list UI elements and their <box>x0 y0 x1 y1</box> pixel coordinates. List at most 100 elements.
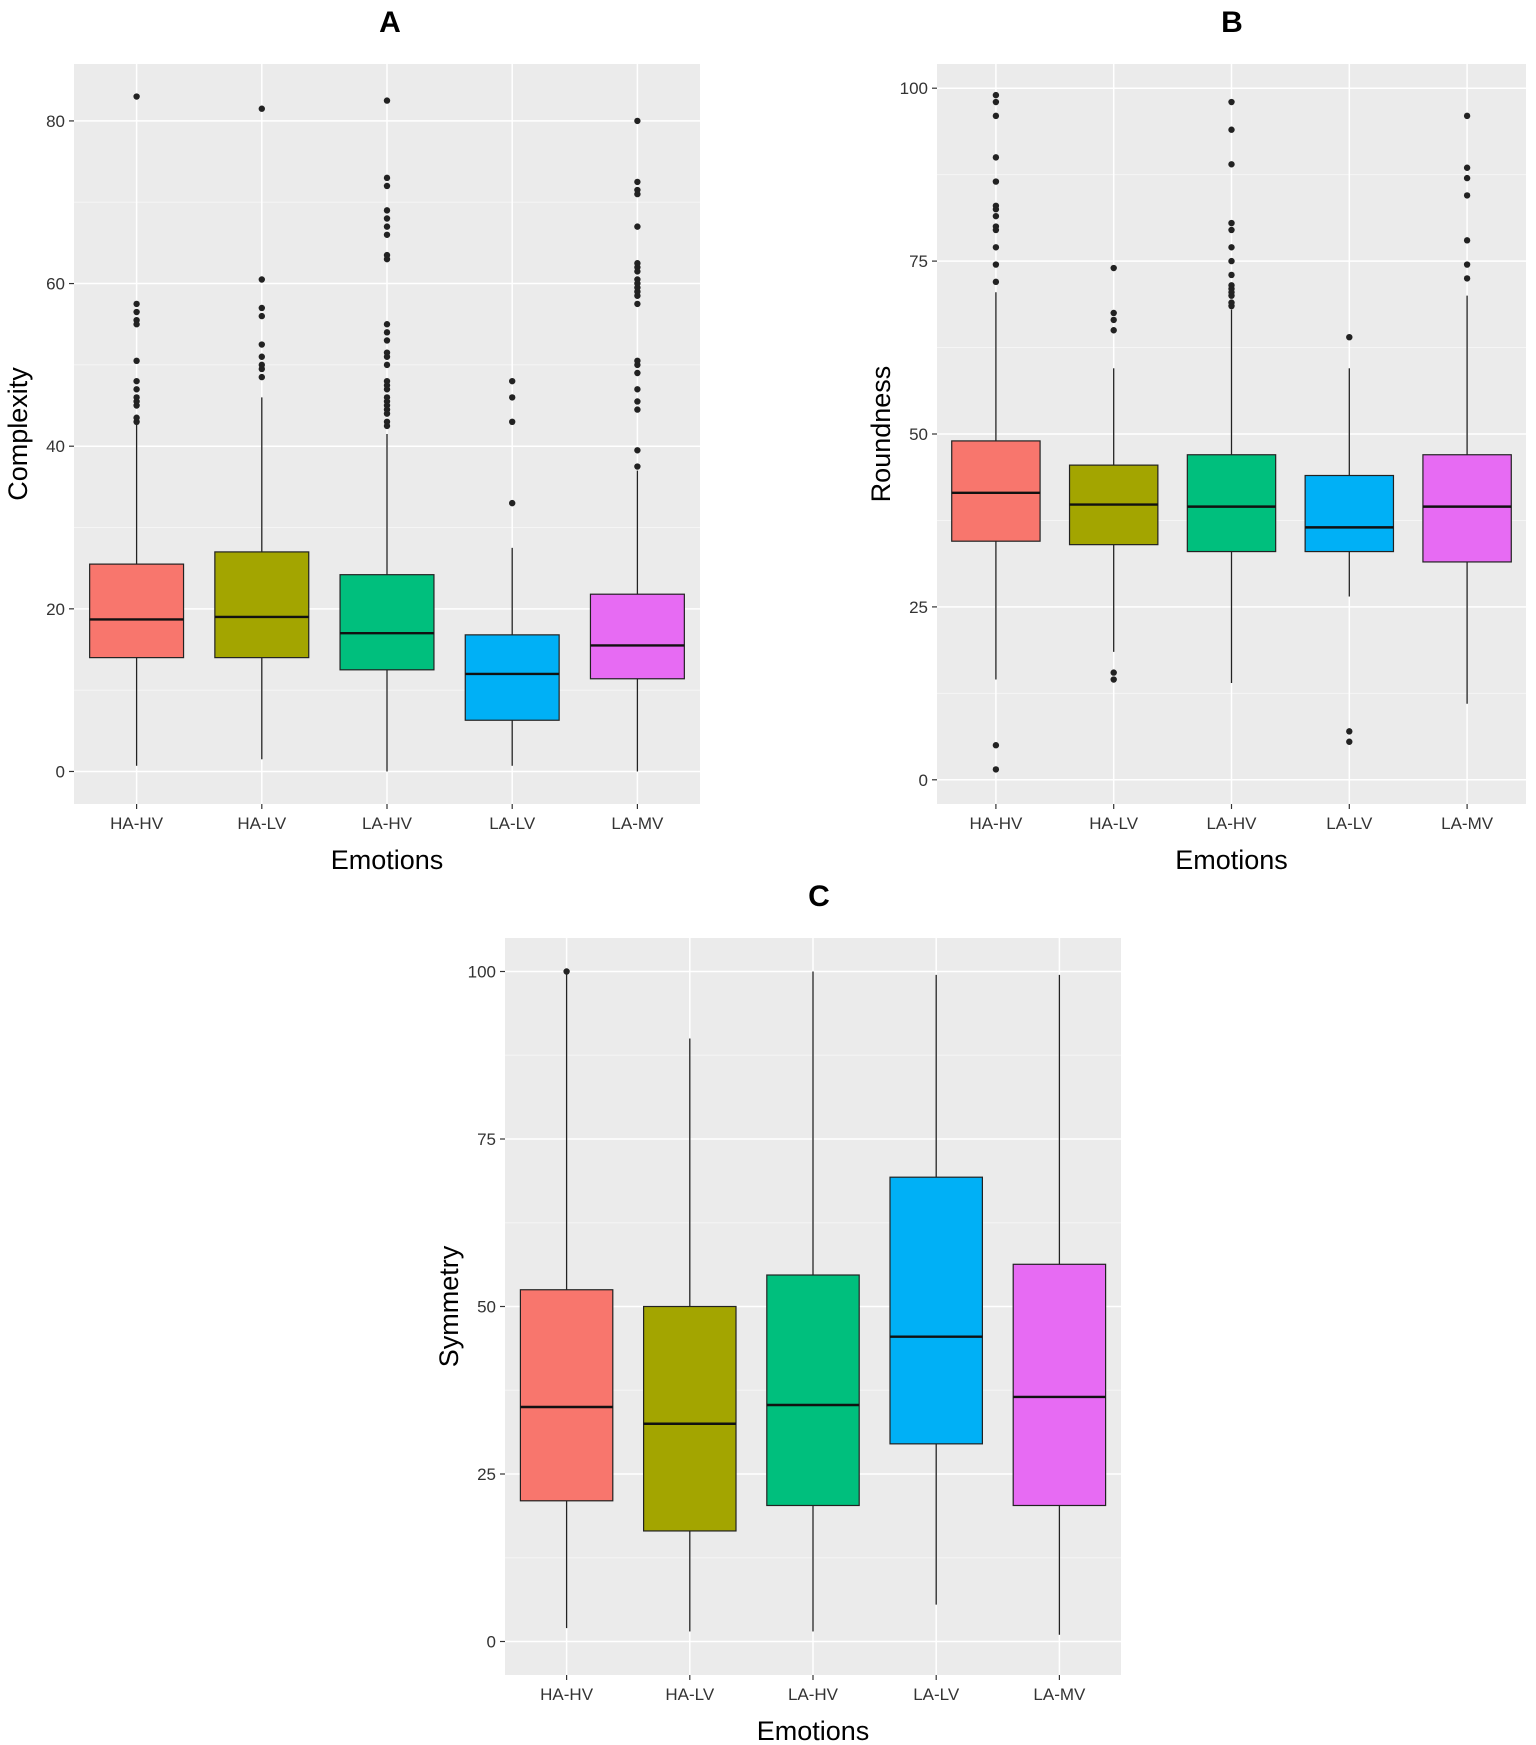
outlier-point <box>133 402 140 409</box>
outlier-point <box>1228 226 1235 234</box>
outlier-point <box>1463 261 1471 268</box>
outlier-point <box>1463 275 1471 282</box>
outlier-point <box>992 742 1000 749</box>
outlier-point <box>258 105 265 112</box>
y-tick-label: 50 <box>909 425 928 444</box>
outlier-point <box>634 117 641 125</box>
outlier-point <box>1228 98 1235 106</box>
box-la-lv <box>464 377 560 766</box>
outlier-point <box>383 231 391 238</box>
box-body <box>951 440 1041 542</box>
outlier-point <box>383 255 391 263</box>
y-tick-label: 20 <box>46 600 65 619</box>
y-tick-label: 75 <box>909 252 928 271</box>
outlier-point <box>133 357 140 365</box>
outlier-point <box>992 261 1000 268</box>
outlier-point <box>133 300 140 308</box>
panel-letter: B <box>1221 6 1243 39</box>
outlier-point <box>509 499 516 507</box>
outlier-point <box>258 276 265 283</box>
box-ha-lv <box>214 105 310 760</box>
x-tick-label: LA-HV <box>1206 814 1257 833</box>
outlier-point <box>992 766 1000 773</box>
y-tick-label: 25 <box>909 598 928 617</box>
outlier-point <box>634 292 641 299</box>
x-tick-label: LA-LV <box>1326 814 1373 833</box>
outlier-point <box>133 93 140 100</box>
outlier-point <box>634 300 641 308</box>
y-tick-label: 0 <box>487 1633 496 1652</box>
y-axis-title: Complexity <box>3 367 33 501</box>
outlier-point <box>563 968 570 975</box>
box-body <box>464 634 560 721</box>
outlier-point <box>1110 676 1117 683</box>
box-la-lv <box>889 974 984 1605</box>
outlier-point <box>133 377 140 385</box>
outlier-point <box>383 337 391 344</box>
outlier-point <box>383 321 391 328</box>
box-body <box>642 1305 737 1532</box>
x-axis-title: Emotions <box>1175 845 1288 875</box>
box-body <box>1012 1263 1107 1507</box>
outlier-point <box>634 268 641 275</box>
y-tick-label: 50 <box>477 1298 496 1317</box>
box-la-hv <box>1186 98 1277 683</box>
x-tick-label: HA-HV <box>110 814 164 833</box>
outlier-point <box>258 365 265 373</box>
outlier-point <box>1463 237 1471 244</box>
outlier-point <box>634 447 641 454</box>
outlier-point <box>383 353 391 360</box>
outlier-point <box>258 341 265 348</box>
outlier-point <box>992 98 1000 106</box>
outlier-point <box>258 312 265 320</box>
outlier-point <box>383 410 391 417</box>
outlier-point <box>509 377 516 385</box>
y-tick-label: 100 <box>900 79 928 98</box>
box-la-mv <box>1422 112 1512 704</box>
y-axis-title: Symmetry <box>434 1245 464 1367</box>
outlier-point <box>1228 161 1235 168</box>
panel-letter: C <box>808 880 830 913</box>
box-ha-hv <box>951 91 1041 773</box>
outlier-point <box>634 463 641 470</box>
y-tick-label: 100 <box>468 963 496 982</box>
box-body <box>1422 454 1512 563</box>
outlier-point <box>383 182 391 190</box>
outlier-point <box>992 244 1000 251</box>
outlier-point <box>258 304 265 312</box>
x-tick-label: HA-LV <box>1089 814 1138 833</box>
outlier-point <box>1463 174 1471 182</box>
x-tick-label: HA-LV <box>665 1685 714 1704</box>
y-tick-label: 80 <box>46 112 65 131</box>
box-body <box>1186 454 1277 553</box>
outlier-point <box>509 394 516 401</box>
x-tick-label: LA-HV <box>788 1685 839 1704</box>
x-tick-label: LA-HV <box>362 814 413 833</box>
x-tick-label: LA-LV <box>913 1685 960 1704</box>
outlier-point <box>634 398 641 405</box>
outlier-point <box>1346 333 1353 341</box>
outlier-point <box>634 178 641 186</box>
y-axis-title: Roundness <box>866 366 896 503</box>
outlier-point <box>1110 264 1117 272</box>
box-body <box>519 1289 614 1502</box>
y-tick-label: 40 <box>46 437 65 456</box>
panel-a: 0 20 40 60 80 HA-HV HA-LV LA-HV LA-LV LA-MV Emotio… <box>3 6 700 875</box>
outlier-point <box>992 178 1000 185</box>
outlier-point <box>634 406 641 413</box>
outlier-point <box>1228 126 1235 133</box>
outlier-point <box>1463 192 1471 199</box>
outlier-point <box>1228 302 1235 310</box>
outlier-point <box>133 386 140 393</box>
box-body <box>766 1274 860 1507</box>
outlier-point <box>992 154 1000 161</box>
outlier-point <box>509 418 516 426</box>
outlier-point <box>992 91 1000 99</box>
outlier-point <box>383 97 391 104</box>
y-tick-label: 25 <box>477 1465 496 1484</box>
outlier-point <box>1110 669 1117 676</box>
x-tick-label: HA-LV <box>237 814 286 833</box>
outlier-point <box>383 361 391 369</box>
box-body <box>339 574 435 671</box>
box-la-hv <box>766 971 860 1632</box>
